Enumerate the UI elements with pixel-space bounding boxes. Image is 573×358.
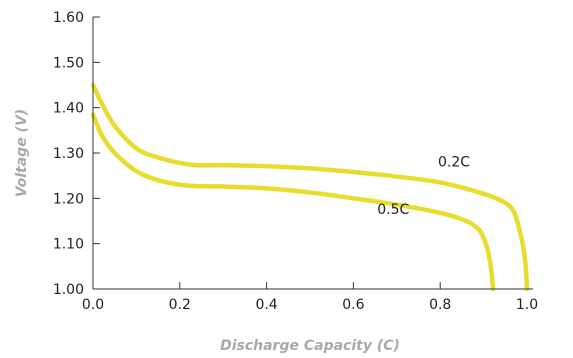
- series-line: [90, 82, 530, 292]
- y-tick-label: 1.10: [53, 237, 84, 253]
- x-tick-label: 0.8: [429, 297, 451, 313]
- series-label: 0.5C: [377, 202, 409, 218]
- y-tick-label: 1.00: [53, 282, 84, 298]
- x-axis-title: Discharge Capacity (C): [220, 338, 400, 354]
- x-tick-label: 0.6: [342, 297, 364, 313]
- x-tick-label: 0.0: [82, 297, 104, 313]
- y-tick-label: 1.40: [53, 101, 84, 117]
- series-labels: 0.2C 0.5C: [377, 155, 470, 219]
- series-label: 0.2C: [438, 155, 470, 171]
- y-axis-title: Voltage (V): [14, 109, 30, 197]
- x-tick-label: 0.4: [255, 297, 277, 313]
- y-tick-label: 1.20: [53, 191, 84, 207]
- y-tick-label: 1.60: [53, 10, 84, 26]
- series-lines: [90, 82, 530, 292]
- x-axis-ticks: 0.0 0.2 0.4 0.6 0.8 1.0: [82, 282, 538, 313]
- y-tick-label: 1.50: [53, 55, 84, 71]
- x-tick-label: 1.0: [516, 297, 538, 313]
- x-tick-label: 0.2: [169, 297, 191, 313]
- y-tick-label: 1.30: [53, 146, 84, 162]
- series-line: [90, 112, 496, 292]
- y-axis-ticks: 1.00 1.10 1.20 1.30 1.40 1.50 1.60: [53, 10, 100, 298]
